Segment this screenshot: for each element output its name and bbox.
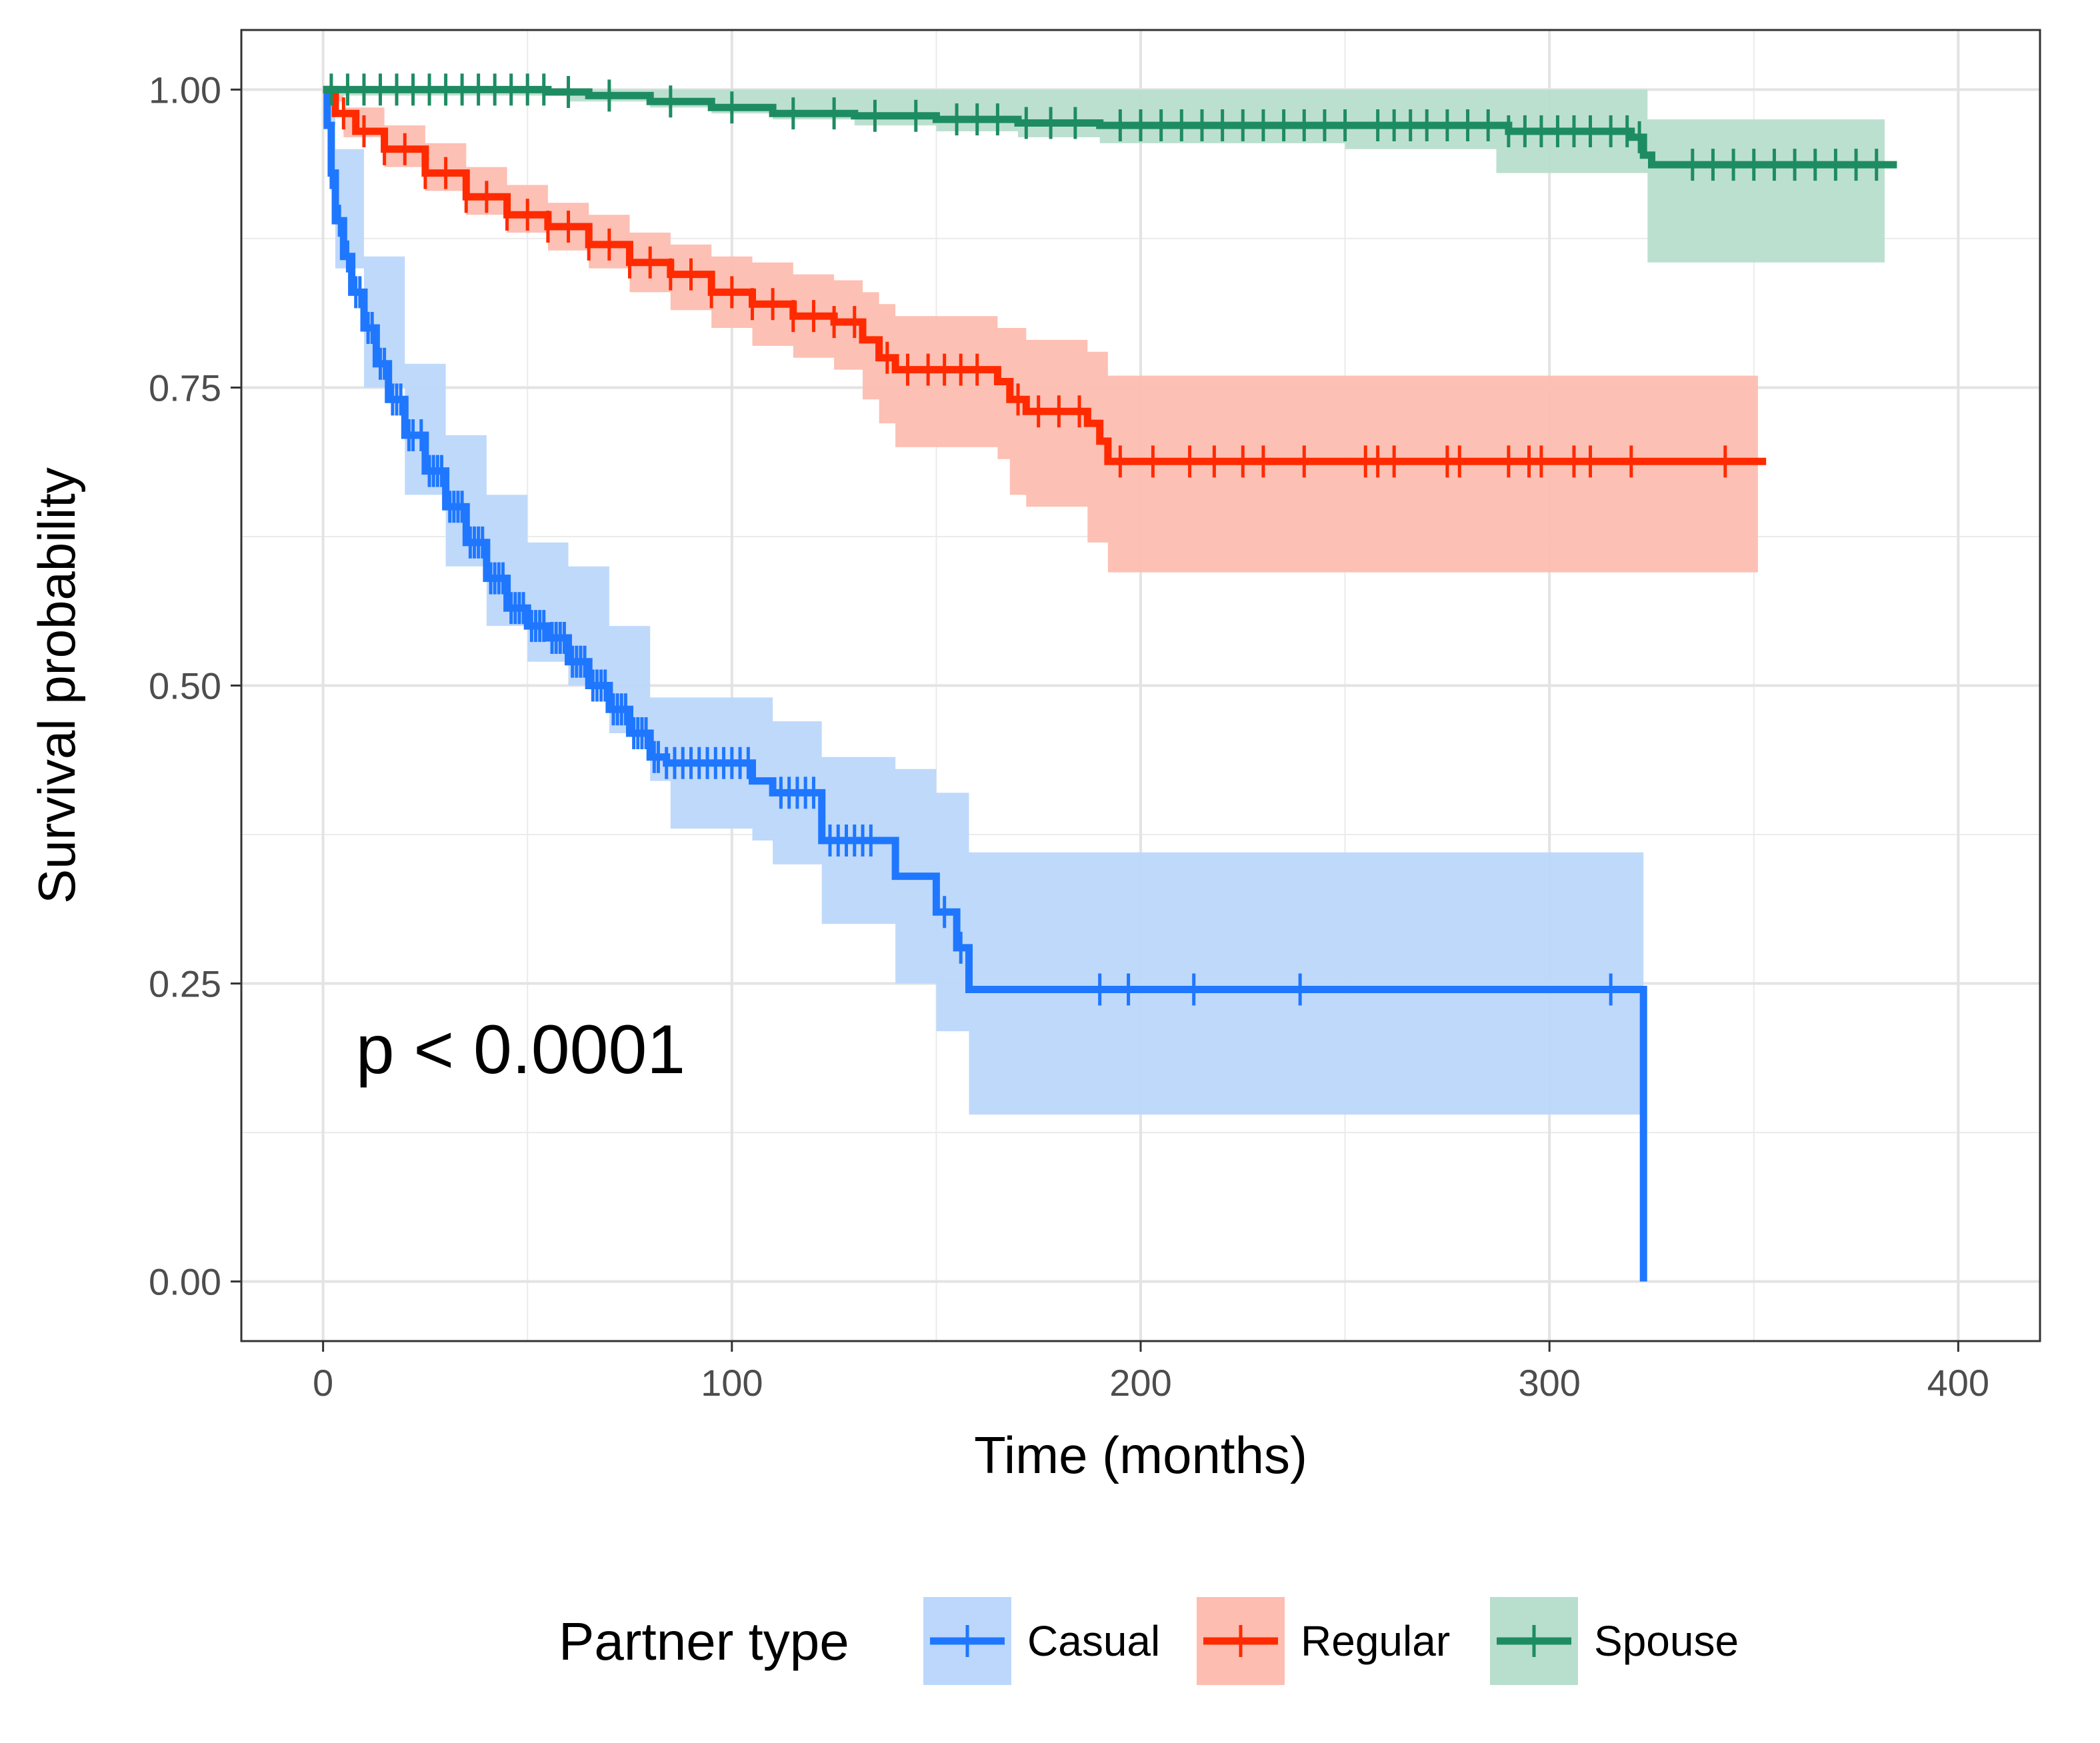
confidence-bands — [323, 89, 1885, 1115]
spouse-survival-curve — [323, 85, 1897, 169]
y-axis-title: Survival probability — [27, 467, 86, 904]
legend-label-spouse: Spouse — [1594, 1617, 1739, 1665]
y-tick-label: 0.25 — [149, 963, 221, 1005]
x-tick-label: 400 — [1927, 1362, 1989, 1404]
legend-label-casual: Casual — [1027, 1617, 1160, 1665]
x-axis-title: Time (months) — [974, 1426, 1307, 1484]
x-tick-label: 300 — [1518, 1362, 1580, 1404]
axes: 0 100 200 300 400 0.00 0.25 0.50 0.75 1.00 — [149, 69, 1989, 1404]
y-tick-label: 0.00 — [149, 1261, 221, 1303]
legend: Partner type Casual Regular Spouse — [559, 1597, 1739, 1685]
p-value-annotation: p < 0.0001 — [356, 1011, 685, 1088]
x-tick-label: 100 — [701, 1362, 763, 1404]
legend-label-regular: Regular — [1301, 1617, 1450, 1665]
y-tick-label: 0.50 — [149, 665, 221, 707]
legend-title: Partner type — [559, 1612, 849, 1671]
spouse-confidence-band — [323, 89, 1885, 263]
casual-confidence-band — [323, 89, 1644, 1115]
x-tick-label: 0 — [313, 1362, 333, 1404]
casual-survival-curve — [323, 85, 1647, 1282]
x-tick-label: 200 — [1109, 1362, 1171, 1404]
y-tick-label: 1.00 — [149, 69, 221, 111]
regular-confidence-band — [323, 89, 1758, 573]
y-tick-label: 0.75 — [149, 367, 221, 409]
censor-marks — [329, 73, 1879, 1006]
